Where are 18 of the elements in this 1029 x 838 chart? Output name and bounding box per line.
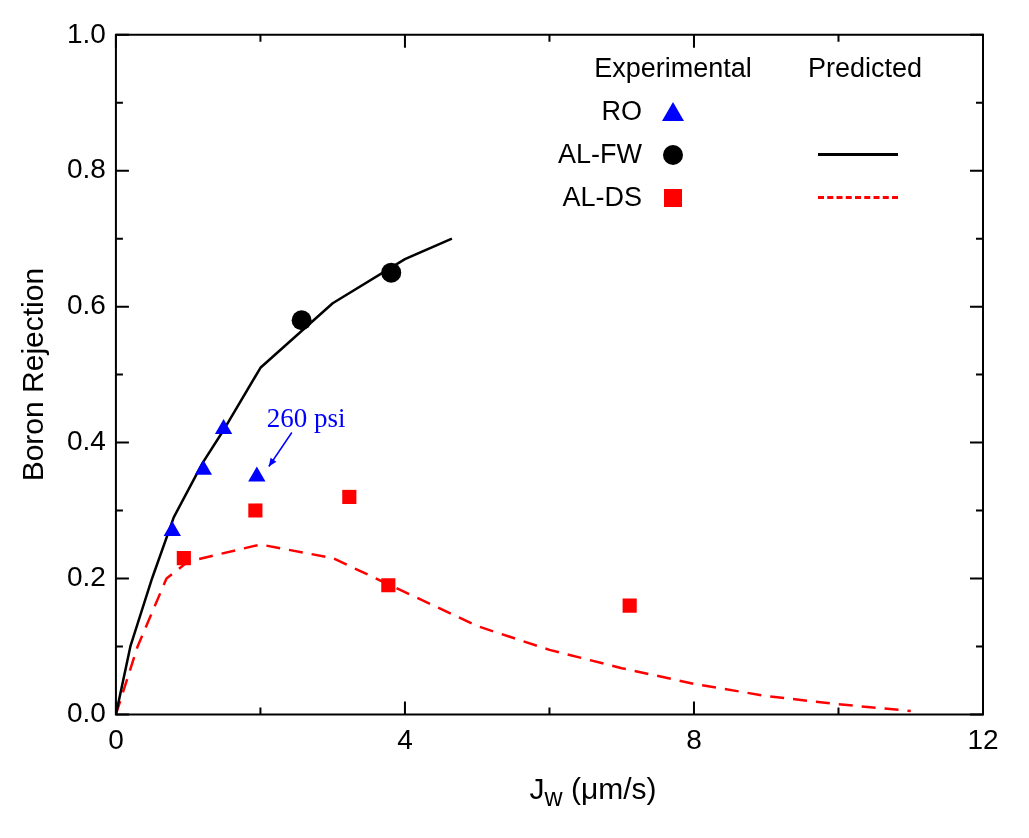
x-axis-title: J$_{w}$ (μm/s): [528, 772, 658, 812]
y-axis-title: Boron Rejection: [16, 267, 50, 482]
legend-label: AL-FW: [557, 139, 643, 170]
annotation: 260 psi: [266, 402, 346, 433]
x-tick-label: 0: [108, 723, 124, 755]
x-tick-label: 8: [686, 723, 702, 755]
legend-label: AL-DS: [561, 182, 643, 213]
y-tick-label: 0.8: [66, 153, 106, 185]
x-tick-label: 4: [397, 723, 413, 755]
x-tick-label: 12: [967, 723, 999, 755]
y-tick-label: 1.0: [66, 17, 106, 49]
annotation: Experimental: [594, 53, 752, 84]
legend-label: RO: [600, 96, 643, 127]
y-tick-label: 0.2: [66, 561, 106, 593]
y-tick-label: 0.0: [66, 697, 106, 729]
y-tick-label: 0.6: [66, 289, 106, 321]
y-tick-label: 0.4: [66, 425, 106, 457]
annotation: Predicted: [808, 53, 923, 83]
